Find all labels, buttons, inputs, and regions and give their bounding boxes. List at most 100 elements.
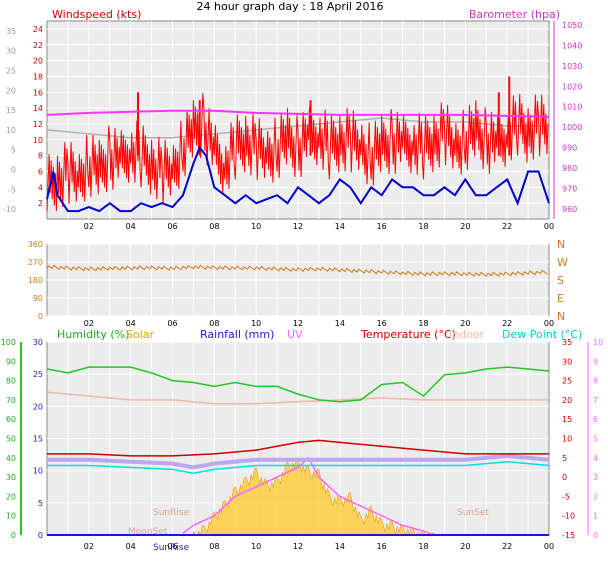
x-tick-label: 20 <box>460 319 470 328</box>
x-tick-label: 20 <box>460 222 470 231</box>
humidity-tick-label: 10 <box>6 512 16 521</box>
direction-tick-label: 180 <box>28 276 43 285</box>
uv-tick-label: 7 <box>593 396 598 405</box>
temperature-tick-label: 15 <box>6 106 16 115</box>
x-tick-label: 08 <box>209 222 219 231</box>
windspeed-tick-label: 18 <box>33 72 43 81</box>
x-tick-label: 10 <box>251 319 261 328</box>
x-tick-label: 08 <box>209 542 219 551</box>
uv-tick-label: 9 <box>593 357 598 366</box>
rainfall-tick-label: 15 <box>33 435 43 444</box>
windspeed-tick-label: 8 <box>38 152 43 161</box>
temperature-tick-label: -10 <box>3 205 16 214</box>
direction-tick-label: 360 <box>28 240 43 249</box>
x-tick-label: 00 <box>544 319 554 328</box>
x-tick-label: 16 <box>377 319 387 328</box>
barometer-tick-label: 960 <box>562 205 577 214</box>
temperature-tick-label: 20 <box>562 396 572 405</box>
rainfall-label: Rainfall (mm) <box>200 328 274 341</box>
x-tick-label: 02 <box>84 542 94 551</box>
windspeed-tick-label: 20 <box>33 57 43 66</box>
uv-tick-label: 5 <box>593 435 598 444</box>
windspeed-tick-label: 6 <box>38 167 43 176</box>
barometer-tick-label: 1010 <box>562 103 582 112</box>
windspeed-tick-label: 22 <box>33 41 43 50</box>
x-tick-label: 02 <box>84 319 94 328</box>
barometer-tick-label: 990 <box>562 144 577 153</box>
barometer-tick-label: 1020 <box>562 82 582 91</box>
x-tick-label: 18 <box>418 542 428 551</box>
rainfall-tick-label: 20 <box>33 402 43 411</box>
sunrise-annotation: SunRise <box>153 508 190 518</box>
barometer-series <box>46 109 550 118</box>
windspeed-tick-label: 4 <box>38 183 43 192</box>
x-tick-label: 14 <box>335 319 345 328</box>
barometer-axis-label: Barometer (hpa) <box>469 8 560 21</box>
temperature-tick-label: 10 <box>6 126 16 135</box>
windspeed-tick-label: 16 <box>33 88 43 97</box>
windspeed-axis-label: Windspeed (kts) <box>52 8 141 21</box>
graph-title: 24 hour graph day : 18 April 2016 <box>197 0 384 13</box>
uv-tick-label: 3 <box>593 473 598 482</box>
temperature-tick-label: 25 <box>562 377 572 386</box>
x-tick-label: 06 <box>167 542 177 551</box>
rainfall-tick-label: 5 <box>38 499 43 508</box>
wind-direction-series <box>46 264 548 277</box>
compass-label: S <box>557 274 564 287</box>
x-tick-label: 02 <box>84 222 94 231</box>
temperature-humidity-panel: Humidity (%) Solar Rainfall (mm) UV Temp… <box>1 328 603 553</box>
temperature-tick-label: -5 <box>562 492 570 501</box>
x-tick-label: 22 <box>502 319 512 328</box>
direction-tick-label: 270 <box>28 258 43 267</box>
humidity-tick-label: 80 <box>6 377 16 386</box>
rainfall-tick-label: 10 <box>33 467 43 476</box>
temperature-series <box>47 439 549 457</box>
x-tick-label: 14 <box>335 222 345 231</box>
rainfall-tick-label: 25 <box>33 370 43 379</box>
x-tick-label: 18 <box>418 319 428 328</box>
x-tick-label: 22 <box>502 222 512 231</box>
indoor-humidity-band <box>47 453 550 470</box>
barometer-tick-label: 1050 <box>562 21 582 30</box>
sunrise-bottom-annotation: SunRise <box>153 543 190 553</box>
humidity-tick-label: 40 <box>6 454 16 463</box>
x-tick-label: 10 <box>251 222 261 231</box>
uv-tick-label: 1 <box>593 512 598 521</box>
compass-label: W <box>557 256 568 269</box>
uv-tick-label: 6 <box>593 415 598 424</box>
temperature-tick-label: 30 <box>6 47 16 56</box>
temperature-tick-label: 35 <box>6 27 16 36</box>
x-tick-label: 18 <box>418 222 428 231</box>
uv-tick-label: 2 <box>593 492 598 501</box>
dewpoint-series <box>47 460 550 474</box>
temperature-tick-label: -15 <box>562 531 575 540</box>
x-tick-label: 16 <box>377 542 387 551</box>
windspeed-tick-label: 10 <box>33 136 43 145</box>
humidity-tick-label: 30 <box>6 473 16 482</box>
uv-tick-label: 0 <box>593 531 598 540</box>
uv-label: UV <box>287 328 303 341</box>
x-tick-label: 04 <box>126 319 136 328</box>
temperature-tick-label: 5 <box>562 454 567 463</box>
humidity-tick-label: 70 <box>6 396 16 405</box>
x-tick-label: 06 <box>167 222 177 231</box>
windspeed-tick-label: 12 <box>33 120 43 129</box>
x-tick-label: 16 <box>377 222 387 231</box>
x-tick-label: 14 <box>335 542 345 551</box>
temperature-tick-label: 30 <box>562 357 572 366</box>
humidity-tick-label: 20 <box>6 492 16 501</box>
barometer-tick-label: 980 <box>562 164 577 173</box>
humidity-tick-label: 100 <box>1 338 16 347</box>
x-tick-label: 04 <box>126 222 136 231</box>
temperature-tick-label: 15 <box>562 415 572 424</box>
barometer-tick-label: 970 <box>562 184 577 193</box>
solar-area <box>193 457 445 537</box>
rainfall-tick-label: 30 <box>33 338 43 347</box>
temperature-tick-label: 35 <box>562 338 572 347</box>
uv-tick-label: 10 <box>593 338 603 347</box>
temperature-tick-label: -10 <box>562 512 575 521</box>
temperature-tick-label: -5 <box>8 185 16 194</box>
x-tick-label: 00 <box>544 222 554 231</box>
temperature-tick-label: 0 <box>562 473 567 482</box>
